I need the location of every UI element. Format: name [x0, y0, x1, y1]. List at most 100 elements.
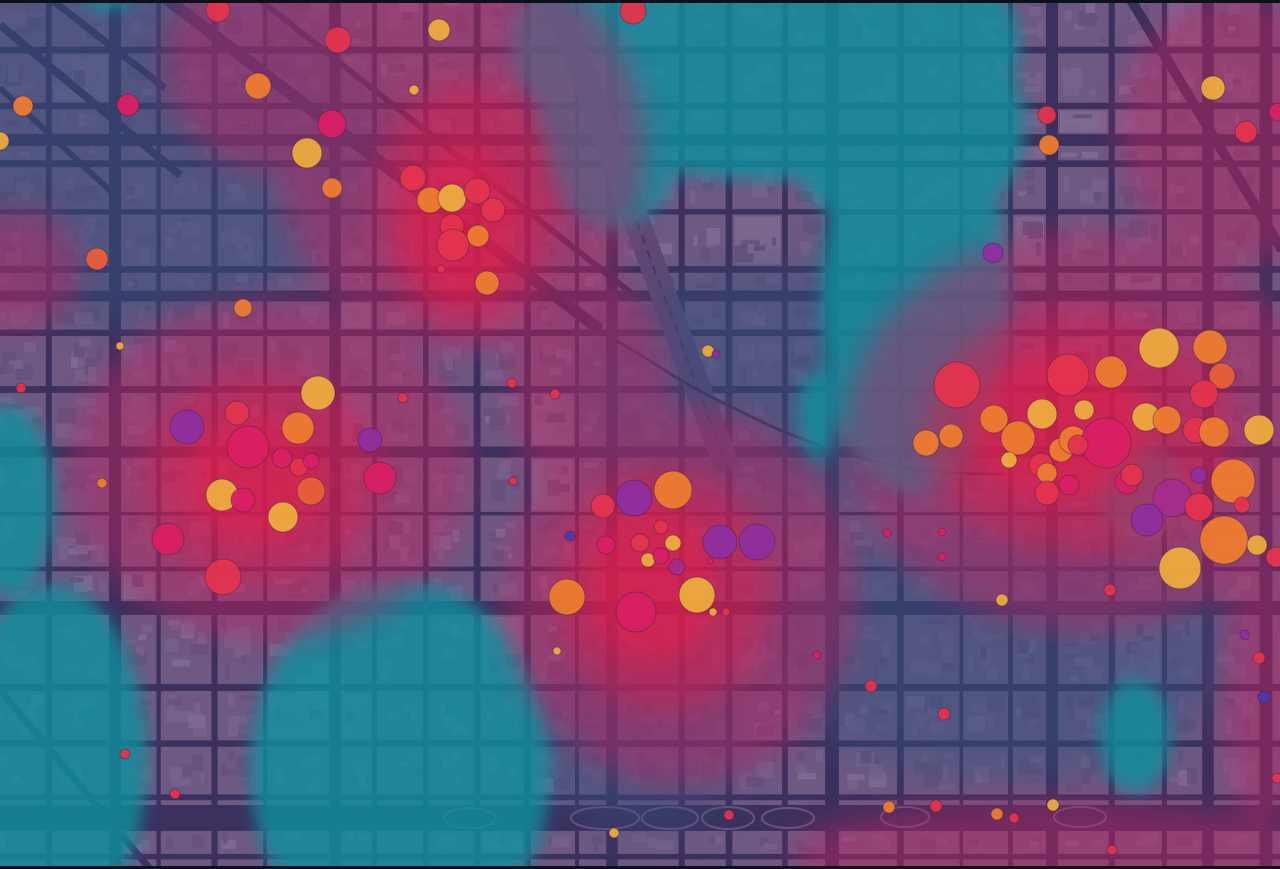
- data-point-bubble[interactable]: [397, 392, 409, 404]
- data-point-bubble[interactable]: [224, 400, 250, 426]
- data-point-bubble[interactable]: [324, 26, 352, 54]
- data-point-bubble[interactable]: [1234, 120, 1258, 144]
- data-point-bubble[interactable]: [399, 164, 427, 192]
- data-point-bubble[interactable]: [1246, 534, 1268, 556]
- data-point-bubble[interactable]: [230, 487, 256, 513]
- data-point-bubble[interactable]: [929, 799, 943, 813]
- data-point-bubble[interactable]: [480, 197, 506, 223]
- data-point-bubble[interactable]: [1138, 327, 1180, 369]
- data-point-bubble[interactable]: [1268, 102, 1280, 122]
- data-point-bubble[interactable]: [708, 607, 718, 617]
- data-point-bubble[interactable]: [1192, 329, 1228, 365]
- data-point-bubble[interactable]: [933, 361, 981, 409]
- data-point-bubble[interactable]: [463, 177, 491, 205]
- data-point-bubble[interactable]: [938, 423, 964, 449]
- data-point-bubble[interactable]: [466, 224, 490, 248]
- data-point-bubble[interactable]: [552, 646, 562, 656]
- data-point-bubble[interactable]: [1034, 480, 1060, 506]
- data-point-bubble[interactable]: [85, 247, 109, 271]
- data-point-bubble[interactable]: [1008, 812, 1020, 824]
- data-point-bubble[interactable]: [678, 576, 716, 614]
- data-point-bubble[interactable]: [711, 349, 721, 359]
- data-point-bubble[interactable]: [1198, 416, 1230, 448]
- data-point-bubble[interactable]: [1189, 379, 1219, 409]
- data-point-bubble[interactable]: [271, 447, 293, 469]
- data-point-bubble[interactable]: [1094, 355, 1128, 389]
- data-point-bubble[interactable]: [1036, 462, 1058, 484]
- data-point-bubble[interactable]: [226, 425, 270, 469]
- data-point-bubble[interactable]: [357, 427, 383, 453]
- data-point-bubble[interactable]: [1046, 353, 1090, 397]
- data-point-bubble[interactable]: [1026, 398, 1058, 430]
- data-point-bubble[interactable]: [317, 109, 347, 139]
- data-point-bubble[interactable]: [300, 375, 336, 411]
- data-point-bubble[interactable]: [1000, 420, 1036, 456]
- data-point-bubble[interactable]: [738, 523, 776, 561]
- data-point-bubble[interactable]: [508, 476, 518, 486]
- data-point-bubble[interactable]: [564, 530, 576, 542]
- data-point-bubble[interactable]: [995, 593, 1009, 607]
- data-point-bubble[interactable]: [937, 707, 951, 721]
- data-point-bubble[interactable]: [12, 95, 34, 117]
- data-point-bubble[interactable]: [244, 72, 272, 100]
- data-point-bubble[interactable]: [281, 411, 315, 445]
- data-point-bubble[interactable]: [608, 827, 620, 839]
- data-point-bubble[interactable]: [169, 788, 181, 800]
- data-point-bubble[interactable]: [1080, 417, 1132, 469]
- data-point-bubble[interactable]: [912, 429, 940, 457]
- data-point-bubble[interactable]: [882, 528, 892, 538]
- data-point-bubble[interactable]: [15, 382, 27, 394]
- data-point-bubble[interactable]: [115, 341, 125, 351]
- data-point-bubble[interactable]: [474, 270, 500, 296]
- data-point-bubble[interactable]: [706, 557, 714, 565]
- data-point-bubble[interactable]: [0, 131, 10, 151]
- data-point-bubble[interactable]: [1106, 844, 1118, 856]
- data-point-bubble[interactable]: [630, 533, 650, 553]
- data-point-bubble[interactable]: [1038, 134, 1060, 156]
- data-point-bubble[interactable]: [1243, 414, 1275, 446]
- data-point-bubble[interactable]: [1058, 474, 1080, 496]
- data-point-bubble[interactable]: [116, 93, 140, 117]
- data-point-bubble[interactable]: [1103, 583, 1117, 597]
- data-point-bubble[interactable]: [1073, 399, 1095, 421]
- data-point-bubble[interactable]: [982, 242, 1004, 264]
- data-point-bubble[interactable]: [363, 461, 397, 495]
- data-point-bubble[interactable]: [549, 388, 561, 400]
- data-point-bubble[interactable]: [1210, 458, 1256, 504]
- data-point-bubble[interactable]: [151, 522, 185, 556]
- data-point-bubble[interactable]: [615, 591, 657, 633]
- data-point-bubble[interactable]: [296, 476, 326, 506]
- data-point-bubble[interactable]: [321, 177, 343, 199]
- data-point-bubble[interactable]: [721, 607, 731, 617]
- data-point-bubble[interactable]: [1239, 629, 1251, 641]
- data-point-bubble[interactable]: [408, 84, 420, 96]
- data-point-bubble[interactable]: [436, 264, 446, 274]
- data-point-bubble[interactable]: [937, 552, 947, 562]
- data-point-bubble[interactable]: [1252, 651, 1266, 665]
- data-point-bubble[interactable]: [205, 0, 231, 23]
- data-point-bubble[interactable]: [864, 679, 878, 693]
- data-point-bubble[interactable]: [979, 404, 1009, 434]
- data-point-bubble[interactable]: [1265, 546, 1280, 568]
- data-point-bubble[interactable]: [1037, 105, 1057, 125]
- data-point-bubble[interactable]: [653, 519, 669, 535]
- data-point-bubble[interactable]: [233, 298, 253, 318]
- data-point-bubble[interactable]: [615, 479, 653, 517]
- data-point-bubble[interactable]: [1199, 515, 1249, 565]
- data-point-bubble[interactable]: [668, 558, 686, 576]
- data-point-bubble[interactable]: [204, 558, 242, 596]
- data-point-bubble[interactable]: [96, 477, 108, 489]
- data-point-bubble[interactable]: [1130, 503, 1164, 537]
- data-point-bubble[interactable]: [291, 137, 323, 169]
- data-point-bubble[interactable]: [1120, 463, 1144, 487]
- data-point-bubble[interactable]: [548, 578, 586, 616]
- data-point-bubble[interactable]: [652, 547, 670, 565]
- data-point-bubble[interactable]: [653, 470, 693, 510]
- data-point-bubble[interactable]: [1067, 434, 1089, 456]
- data-point-bubble[interactable]: [1257, 690, 1271, 704]
- data-point-bubble[interactable]: [1152, 405, 1182, 435]
- data-point-bubble[interactable]: [812, 650, 822, 660]
- data-point-bubble[interactable]: [882, 800, 896, 814]
